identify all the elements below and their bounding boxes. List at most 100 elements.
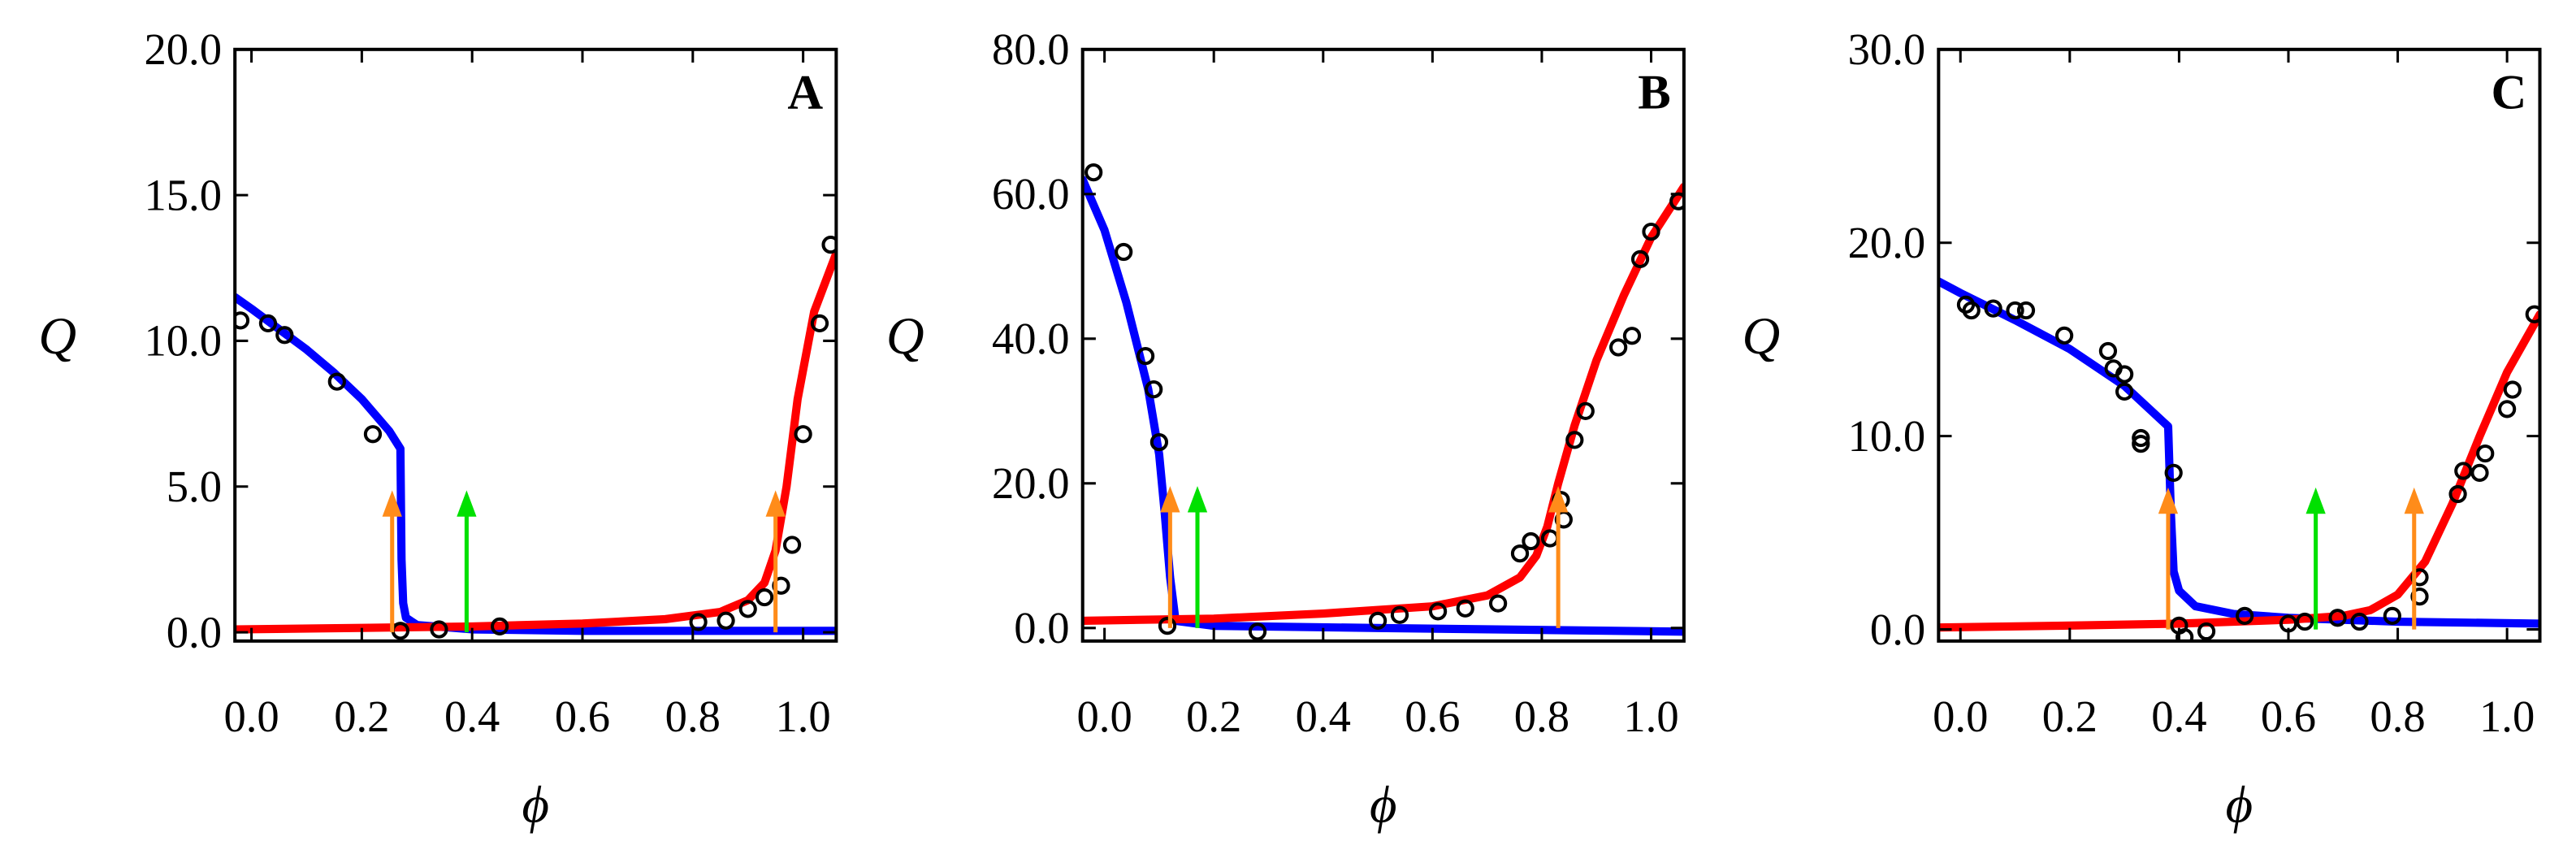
data-point <box>258 314 278 333</box>
x-tick-label: 0.4 <box>444 692 500 741</box>
x-axis-label: ϕ <box>1370 774 1397 833</box>
data-point <box>794 425 812 444</box>
data-point <box>1115 242 1133 262</box>
axes-frame <box>1080 47 1686 643</box>
data-point <box>821 235 837 254</box>
arrow <box>2158 487 2179 630</box>
data-point <box>1149 432 1169 452</box>
arrow-head <box>1160 486 1180 513</box>
arrow-head <box>457 490 477 517</box>
arrow-head <box>2404 487 2424 514</box>
data-point <box>2115 382 2134 401</box>
y-tick-label: 80.0 <box>992 24 1070 74</box>
data-point <box>1609 338 1628 357</box>
data-point <box>2476 444 2495 463</box>
arrow <box>382 490 402 633</box>
arrow <box>1160 486 1180 628</box>
x-tick-label: 1.0 <box>1623 692 1678 741</box>
data-point <box>1428 602 1448 621</box>
data-point <box>1642 222 1660 241</box>
arrow <box>765 490 786 633</box>
data-point <box>689 613 708 631</box>
y-tick-label: 20.0 <box>144 24 222 74</box>
data-point <box>2296 612 2314 631</box>
data-point <box>430 620 448 639</box>
plot-area <box>1082 163 1684 641</box>
data-point <box>275 326 294 345</box>
data-point <box>1085 163 1103 182</box>
data-point <box>2236 606 2254 626</box>
data-point <box>1510 544 1530 563</box>
data-point <box>2454 462 2473 480</box>
data-point <box>2176 627 2194 641</box>
curve <box>1938 310 2540 632</box>
y-axis-label: Q <box>38 306 76 365</box>
axes-frame <box>233 47 838 643</box>
x-tick-label: 0.6 <box>555 692 610 741</box>
y-tick-label: 10.0 <box>144 316 222 366</box>
data-point <box>2016 301 2036 320</box>
data-point <box>2132 428 2150 448</box>
data-point <box>2132 435 2150 453</box>
y-tick-label: 20.0 <box>1848 218 1926 267</box>
x-tick-label: 0.2 <box>1186 692 1241 741</box>
x-tick-label: 0.8 <box>665 692 721 741</box>
data-point <box>755 588 774 607</box>
x-tick-label: 0.0 <box>1077 692 1132 741</box>
curve <box>235 249 837 634</box>
data-point <box>1456 599 1474 618</box>
x-tick-label: 1.0 <box>2479 692 2535 741</box>
data-point <box>738 600 757 618</box>
x-tick-label: 1.0 <box>775 692 830 741</box>
data-point <box>1576 401 1595 420</box>
x-tick-label: 0.4 <box>1296 692 1351 741</box>
data-point <box>782 536 802 554</box>
x-tick-label: 0.2 <box>2042 692 2098 741</box>
curve <box>235 293 837 635</box>
x-tick-label: 0.8 <box>2370 692 2425 741</box>
arrow-head <box>765 490 786 517</box>
arrow-head <box>2305 487 2326 514</box>
y-tick-label: 0.0 <box>1014 603 1069 653</box>
data-point <box>491 617 509 636</box>
arrow <box>2305 487 2326 630</box>
arrow <box>2404 487 2424 630</box>
panel: 0.0 0.2 0.4 0.6 0.8 1.0 0.0 10.0 20.0 30.0 ϕ Q C <box>1743 24 2542 833</box>
x-tick-label: 0.0 <box>1933 692 1988 741</box>
y-tick-label: 20.0 <box>992 458 1070 508</box>
arrow-head <box>1187 486 1208 513</box>
x-tick-label: 0.6 <box>2261 692 2316 741</box>
data-point <box>2115 365 2134 384</box>
data-point <box>2098 341 2118 361</box>
panel-label: A <box>787 66 823 120</box>
data-point <box>2164 463 2183 482</box>
data-point <box>2503 380 2522 399</box>
data-point <box>2006 301 2024 320</box>
panel: 0.0 0.2 0.4 0.6 0.8 1.0 0.0 20.0 40.0 60.0 80.0 ϕ Q B <box>886 24 1686 833</box>
arrow <box>1187 486 1208 628</box>
y-tick-label: 40.0 <box>992 314 1070 363</box>
y-tick-label: 30.0 <box>1848 24 1926 74</box>
arrow-head <box>1548 486 1569 513</box>
data-point <box>2470 463 2489 482</box>
y-tick-label: 15.0 <box>144 170 222 219</box>
y-tick-label: 60.0 <box>992 169 1070 219</box>
y-tick-label: 10.0 <box>1848 411 1926 461</box>
y-tick-label: 0.0 <box>1870 605 1925 654</box>
arrow <box>457 490 477 633</box>
data-point <box>2498 400 2517 418</box>
data-point <box>1630 249 1650 269</box>
data-point <box>363 425 383 444</box>
curve <box>1082 182 1684 625</box>
y-axis-label: Q <box>1743 306 1781 365</box>
data-point <box>2448 484 2467 504</box>
data-point <box>1622 327 1642 345</box>
arrow <box>1548 486 1569 628</box>
curve <box>1938 277 2540 628</box>
data-point <box>1368 611 1388 631</box>
y-axis-label: Q <box>886 306 924 365</box>
arrow-head <box>382 490 402 517</box>
data-point <box>1488 594 1508 613</box>
